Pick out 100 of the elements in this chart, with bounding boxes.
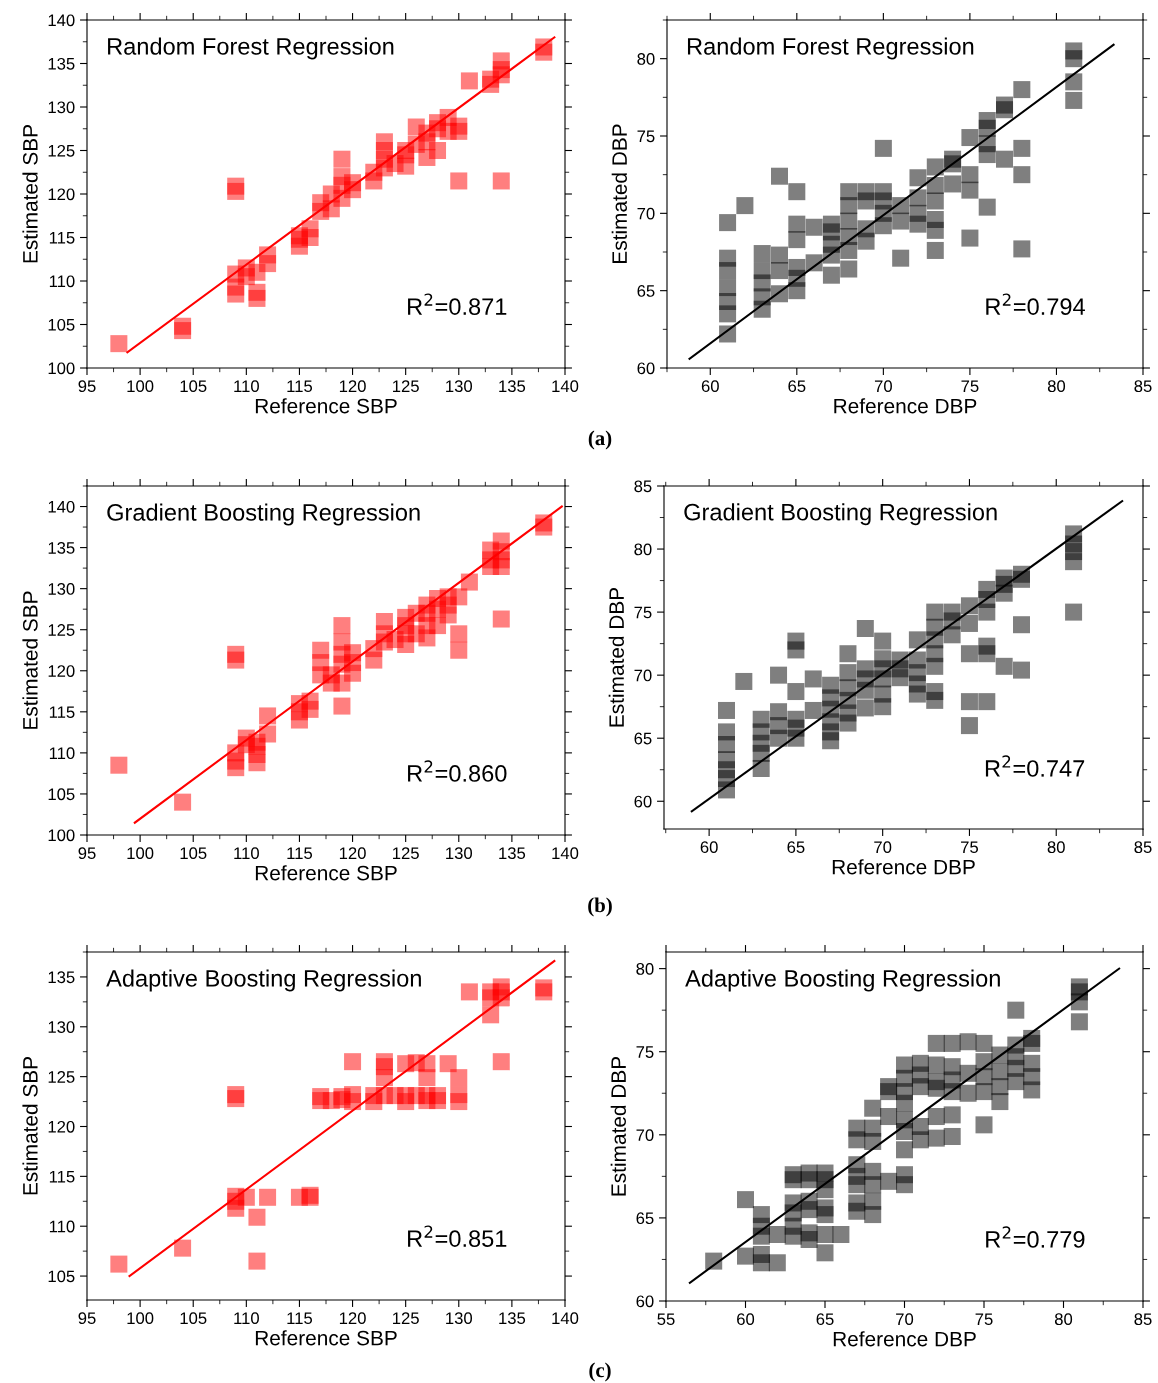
- y-tick-label: 80: [636, 963, 654, 975]
- point: [439, 1055, 457, 1073]
- point: [248, 1252, 266, 1270]
- y-tick-label: 70: [637, 207, 655, 220]
- point: [375, 1053, 393, 1071]
- x-tick-label: 125: [393, 847, 419, 860]
- y-axis-title: Estimated SBP: [22, 591, 38, 729]
- x-tick-label: 115: [287, 847, 313, 860]
- y-tick-label: 60: [637, 362, 655, 375]
- y-axis-title: Estimated DBP: [610, 1056, 626, 1196]
- text: (a): [588, 430, 612, 450]
- text: Random Forest Regression: [108, 37, 394, 60]
- x-tick-label: 75: [961, 380, 979, 393]
- point: [460, 983, 478, 1001]
- x-tick-label: 125: [393, 380, 419, 393]
- y-tick-label: 130: [48, 101, 75, 114]
- x-tick-label: 105: [180, 847, 207, 860]
- x-tick-label: 140: [552, 380, 579, 393]
- point: [418, 1055, 436, 1073]
- y-tick-label: 130: [48, 1021, 75, 1033]
- x-tick-label: 95: [78, 1312, 96, 1325]
- y-tick-label: 80: [637, 53, 655, 65]
- x-tick-label: 60: [700, 841, 718, 854]
- y-tick-label: 130: [48, 583, 75, 595]
- x-tick-label: 135: [499, 847, 526, 860]
- y-tick-label: 80: [634, 543, 652, 556]
- y-tick-label: 65: [637, 285, 655, 297]
- point: [429, 1087, 447, 1105]
- point: [344, 1053, 362, 1071]
- text: Adaptive Boosting Regression: [106, 969, 421, 992]
- y-tick-label: 135: [48, 57, 75, 70]
- point: [492, 1053, 510, 1071]
- x-tick-label: 120: [339, 1312, 366, 1325]
- y-tick-label: 115: [49, 232, 75, 244]
- x-axis-title: Reference SBP: [255, 398, 397, 414]
- y-tick-label: 120: [48, 1120, 75, 1133]
- point: [248, 1208, 266, 1226]
- x-tick-label: 65: [816, 1313, 834, 1326]
- annotation: R$^{2}$=0.851: [408, 1225, 507, 1247]
- x-tick-label: 85: [1134, 1313, 1152, 1326]
- x-tick-label: 100: [127, 1312, 154, 1325]
- y-tick-label: 110: [49, 1220, 75, 1233]
- y-tick-label: 115: [49, 1170, 75, 1183]
- text: Gradient Boosting Regression: [107, 503, 420, 526]
- y-tick-label: 65: [636, 1212, 654, 1225]
- x-tick-label: 70: [874, 841, 892, 854]
- y-tick-label: 105: [48, 788, 75, 801]
- point: [535, 979, 553, 997]
- x-tick-label: 70: [896, 1313, 914, 1326]
- y-tick-label: 70: [634, 669, 652, 682]
- annotation: R$^{2}$=0.871: [408, 293, 507, 315]
- y-axis-title: Estimated SBP: [22, 125, 38, 263]
- x-tick-label: 95: [78, 380, 96, 393]
- y-tick-label: 75: [637, 130, 655, 143]
- y-tick-label: 140: [48, 500, 75, 513]
- x-tick-label: 130: [446, 847, 473, 860]
- x-tick-label: 70: [874, 380, 892, 393]
- text: Gradient Boosting Regression: [684, 503, 997, 526]
- x-tick-label: 140: [552, 1312, 579, 1325]
- x-tick-label: 65: [787, 841, 805, 854]
- x-tick-label: 60: [737, 1313, 755, 1326]
- y-tick-label: 115: [49, 706, 75, 719]
- y-tick-label: 60: [634, 795, 652, 808]
- x-tick-label: 135: [499, 380, 526, 393]
- text: (b): [588, 897, 612, 917]
- y-tick-label: 135: [48, 541, 75, 554]
- y-tick-label: 70: [636, 1129, 654, 1142]
- y-axis-title: Estimated SBP: [22, 1057, 38, 1195]
- x-axis-title: Reference SBP: [255, 865, 397, 881]
- x-axis-title: Reference DBP: [834, 398, 977, 414]
- point: [492, 978, 510, 996]
- x-tick-label: 80: [1047, 841, 1065, 854]
- y-tick-label: 125: [48, 144, 75, 157]
- y-tick-label: 120: [48, 665, 75, 677]
- x-axis-title: Reference SBP: [255, 1330, 397, 1346]
- x-tick-label: 110: [234, 380, 259, 393]
- x-tick-label: 125: [393, 1312, 419, 1325]
- x-tick-label: 80: [1054, 1313, 1073, 1326]
- x-tick-label: 100: [127, 847, 154, 860]
- x-tick-label: 55: [657, 1313, 675, 1326]
- y-tick-label: 110: [49, 275, 75, 288]
- y-axis-title: Estimated DBP: [611, 124, 627, 263]
- point: [110, 1255, 128, 1273]
- x-tick-label: 105: [180, 380, 207, 393]
- point: [237, 1188, 255, 1206]
- x-tick-label: 75: [975, 1313, 993, 1326]
- x-tick-label: 120: [339, 847, 366, 860]
- x-tick-label: 75: [961, 841, 979, 854]
- x-tick-label: 115: [287, 380, 313, 393]
- x-tick-label: 120: [339, 380, 366, 393]
- point: [344, 1086, 362, 1104]
- y-tick-label: 110: [49, 747, 75, 760]
- x-tick-label: 105: [180, 1312, 207, 1325]
- y-tick-label: 85: [634, 480, 652, 493]
- x-tick-label: 85: [1134, 380, 1152, 393]
- x-tick-label: 135: [499, 1312, 526, 1325]
- annotation: R$^{2}$=0.794: [986, 293, 1085, 315]
- y-tick-label: 65: [634, 732, 652, 745]
- y-tick-label: 135: [48, 971, 75, 984]
- text: (c): [589, 1362, 611, 1382]
